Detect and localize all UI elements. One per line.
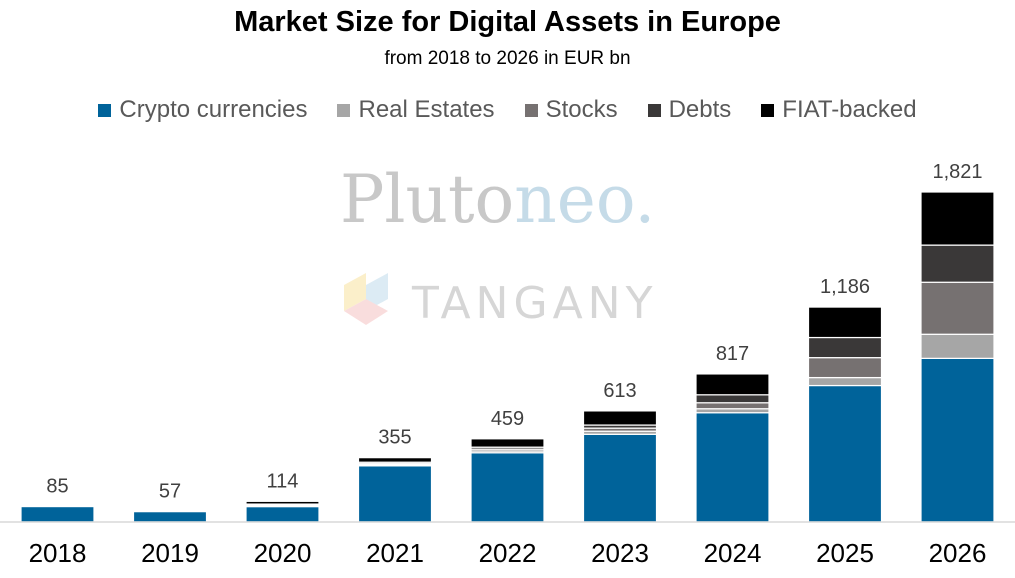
bar-2021-series-4 — [357, 457, 433, 463]
chart-title: Market Size for Digital Assets in Europe — [234, 6, 781, 38]
legend-item-stocks: Stocks — [524, 96, 618, 124]
legend-swatch-crypto — [98, 103, 112, 117]
total-label-2025: 1,186 — [820, 276, 870, 298]
watermark: Plutoneo. TANGANY — [340, 161, 657, 329]
bar-2023-series-4 — [582, 410, 658, 426]
legend-swatch-fiat-backed — [761, 103, 775, 117]
legend: Crypto currencies Real Estates Stocks De… — [0, 96, 1015, 124]
total-label-2018: 85 — [46, 476, 68, 498]
x-tick-2022: 2022 — [479, 538, 537, 568]
watermark-neo-text: neo. — [514, 161, 655, 238]
bar-2024-series-2 — [695, 402, 770, 410]
bar-2018-series-0 — [20, 505, 95, 523]
legend-item-debts: Debts — [647, 96, 732, 124]
legend-item-fiat-backed: FIAT-backed — [761, 96, 917, 124]
bar-2025-series-3 — [807, 336, 883, 359]
x-tick-2018: 2018 — [29, 538, 87, 568]
bar-2022-series-0 — [470, 452, 545, 523]
total-label-2019: 57 — [159, 481, 181, 503]
total-labels: 85 57 114 355 459 613 817 1,186 1,821 — [46, 161, 982, 503]
total-label-2020: 114 — [267, 470, 299, 492]
legend-item-real-estates: Real Estates — [337, 96, 495, 124]
chart-subtitle: from 2018 to 2026 in EUR bn — [384, 48, 631, 69]
bar-2026-series-0 — [920, 357, 995, 523]
bar-2024-series-3 — [695, 394, 770, 404]
total-label-2024: 817 — [716, 343, 749, 365]
x-tick-2020: 2020 — [254, 538, 312, 568]
bars — [20, 191, 995, 523]
bar-2021-series-0 — [357, 465, 433, 523]
watermark-pluto-text: Pluto — [340, 161, 514, 238]
total-label-2023: 613 — [603, 380, 636, 402]
x-tick-2019: 2019 — [141, 538, 199, 568]
bar-2024-series-4 — [695, 373, 770, 396]
legend-swatch-stocks — [524, 103, 538, 117]
total-label-2022: 459 — [491, 408, 524, 430]
tangany-logo-icon — [344, 273, 388, 325]
bar-2024-series-0 — [695, 412, 770, 523]
bar-2026-series-4 — [920, 191, 995, 246]
legend-label-crypto: Crypto currencies — [119, 96, 308, 123]
legend-swatch-debts — [647, 103, 661, 117]
bar-2025-series-2 — [807, 357, 883, 379]
x-tick-2025: 2025 — [816, 538, 874, 568]
bar-2020-series-0 — [245, 505, 320, 523]
bar-2022-series-4 — [470, 438, 545, 448]
x-tick-2021: 2021 — [366, 538, 424, 568]
bar-2026-series-2 — [920, 281, 995, 335]
bar-2025-series-0 — [807, 384, 883, 523]
bar-2023-series-0 — [582, 433, 658, 523]
legend-label-debts: Debts — [668, 96, 732, 123]
bar-2025-series-4 — [807, 306, 883, 339]
legend-item-crypto: Crypto currencies — [98, 96, 307, 124]
bar-2020-series-4 — [245, 500, 320, 505]
total-label-2021: 355 — [378, 427, 411, 449]
bar-2026-series-1 — [920, 333, 995, 359]
bar-2026-series-3 — [920, 244, 995, 283]
x-tick-2024: 2024 — [704, 538, 762, 568]
x-tick-2023: 2023 — [591, 538, 649, 568]
legend-label-stocks: Stocks — [545, 96, 618, 123]
legend-label-fiat-backed: FIAT-backed — [782, 96, 917, 123]
bar-2019-series-0 — [132, 511, 208, 523]
legend-label-real-estates: Real Estates — [358, 96, 495, 123]
bar-2025-series-1 — [807, 376, 883, 387]
watermark-pluto: Plutoneo. — [340, 161, 655, 238]
watermark-tangany: TANGANY — [411, 278, 657, 329]
total-label-2026: 1,821 — [932, 161, 982, 183]
legend-swatch-real-estates — [337, 103, 351, 117]
x-tick-labels: 2018 2019 2020 2021 2022 2023 2024 2025 2026 — [29, 538, 987, 568]
x-tick-2026: 2026 — [929, 538, 987, 568]
